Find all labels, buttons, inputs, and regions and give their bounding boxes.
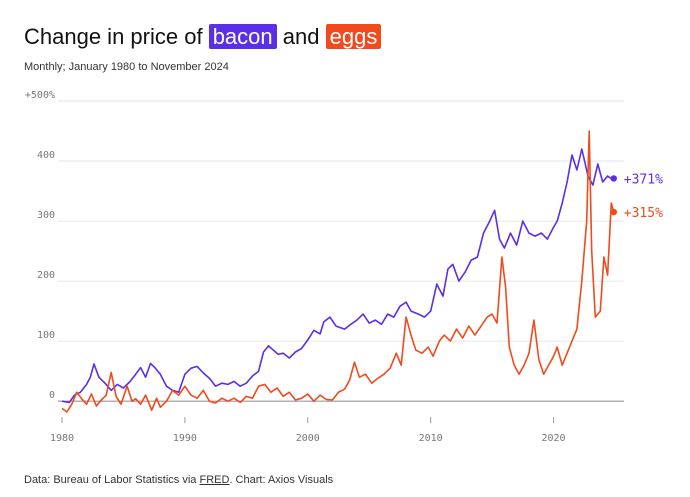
x-tick-label: 2020	[542, 433, 566, 444]
chart-subtitle: Monthly; January 1980 to November 2024	[24, 61, 229, 73]
eggs-line	[61, 130, 615, 413]
y-axis-ticks: 0 100 200 300 400 +500%	[25, 90, 55, 401]
bacon-end-label: +371%	[624, 172, 663, 187]
title-bacon-highlight: bacon	[208, 24, 277, 49]
chart-title: Change in price of bacon and eggs	[24, 22, 382, 52]
title-prefix: Change in price of	[24, 24, 203, 49]
footer-source-prefix: Data: Bureau of Labor Statistics via	[24, 474, 200, 486]
y-tick-label: 0	[49, 390, 55, 401]
footer-source-suffix: . Chart: Axios Visuals	[229, 474, 334, 486]
bacon-line	[61, 148, 615, 404]
series-end-labels: +371% +315%	[610, 172, 663, 221]
y-tick-label: 200	[37, 270, 55, 281]
x-axis-ticks: 1980 1990 2000 2010 2020	[50, 417, 566, 444]
title-eggs-highlight: eggs	[325, 24, 382, 49]
grid-lines	[58, 100, 624, 402]
x-tick-label: 2010	[419, 433, 443, 444]
bacon-end-marker	[610, 175, 617, 182]
chart-footer: Data: Bureau of Labor Statistics via FRE…	[24, 474, 333, 486]
eggs-end-marker	[610, 208, 617, 216]
eggs-end-label: +315%	[624, 206, 663, 221]
title-joiner: and	[282, 24, 320, 49]
y-tick-label: +500%	[25, 90, 55, 101]
series-lines	[61, 130, 615, 413]
x-tick-label: 1990	[173, 433, 197, 444]
y-tick-label: 400	[37, 150, 55, 161]
y-tick-label: 100	[37, 330, 55, 341]
x-tick-label: 2000	[296, 433, 320, 444]
x-tick-label: 1980	[50, 433, 74, 444]
fred-link[interactable]: FRED	[199, 474, 230, 486]
y-tick-label: 300	[37, 210, 55, 221]
